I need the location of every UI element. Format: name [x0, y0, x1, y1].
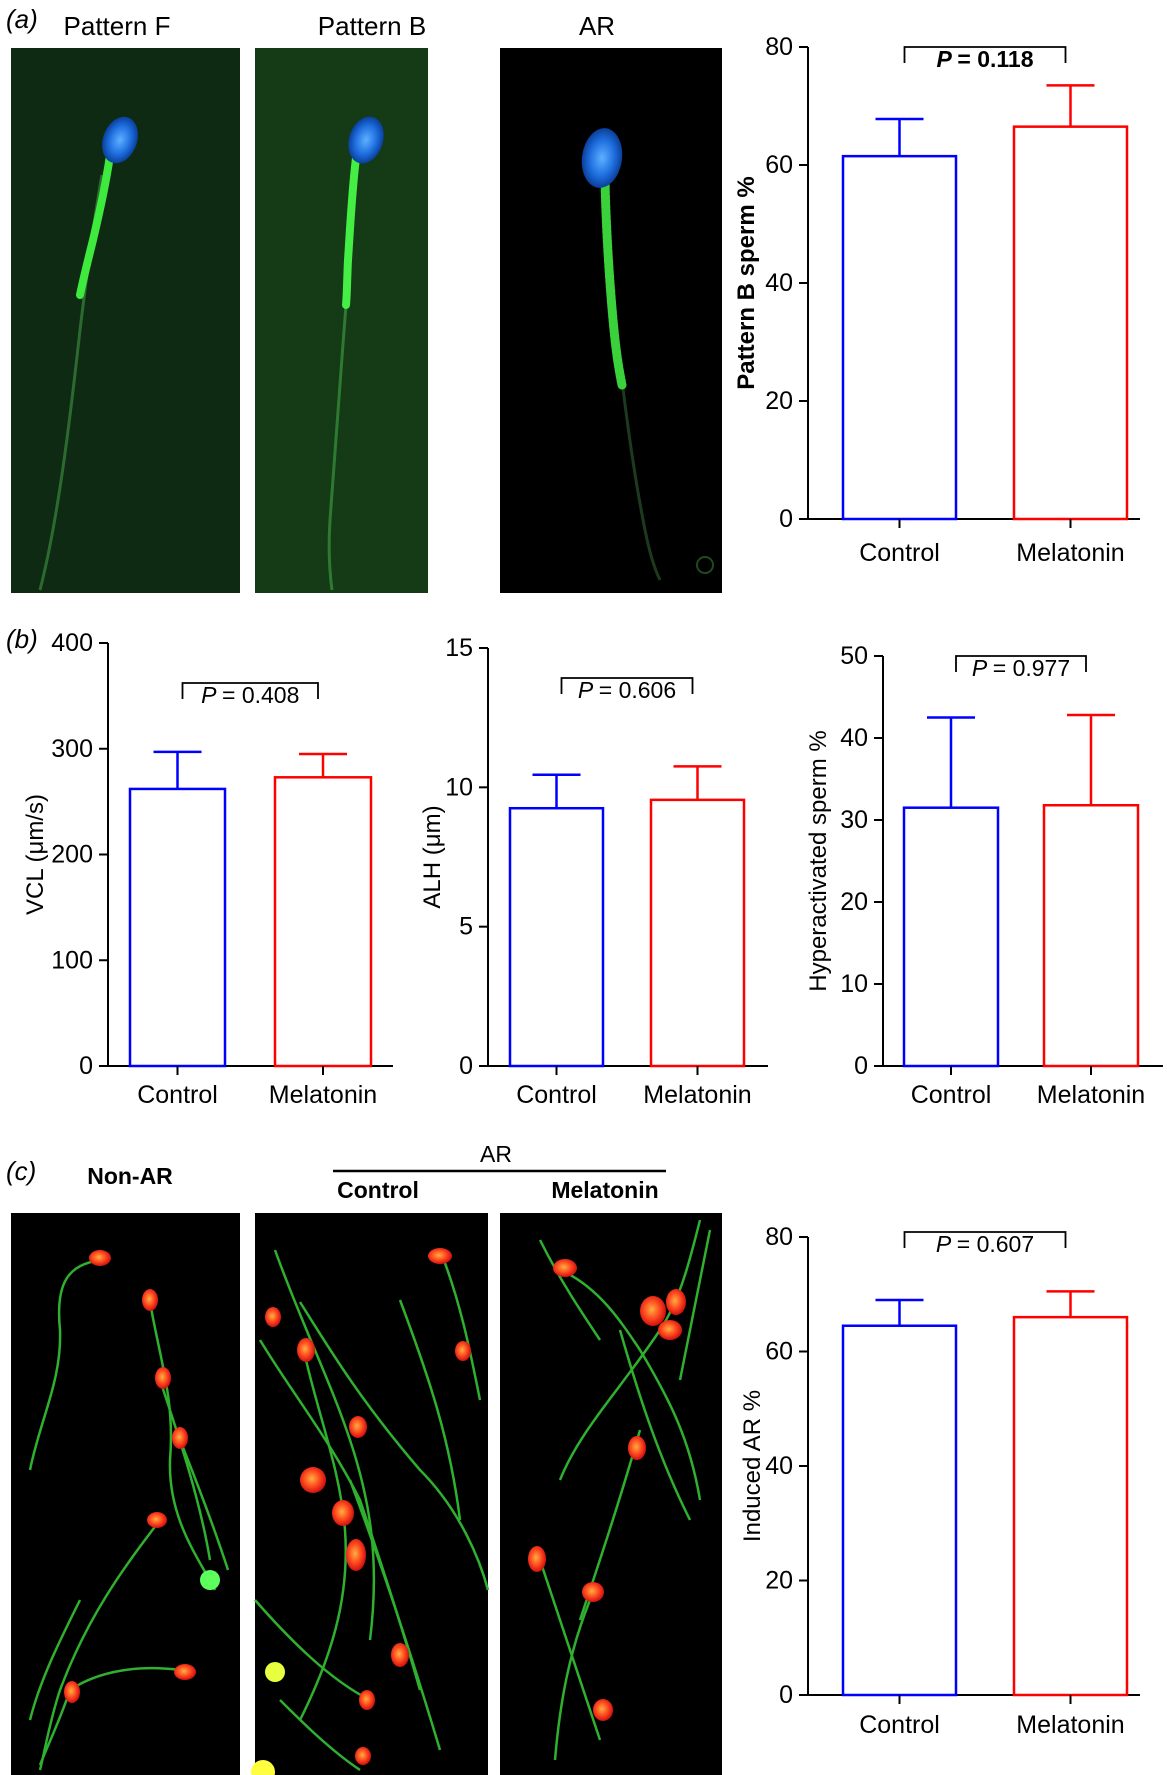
- y-axis-label: ALH (μm): [419, 805, 446, 908]
- y-tick-label: 0: [779, 505, 793, 533]
- y-tick-label: 100: [51, 946, 93, 974]
- y-tick-label: 80: [765, 1223, 793, 1251]
- pattern-b-micrograph: [255, 48, 428, 593]
- y-tick-label: 0: [854, 1052, 868, 1080]
- panel-c-label: (c): [6, 1156, 36, 1186]
- bar-melatonin: [273, 776, 373, 1068]
- y-tick-label: 20: [840, 888, 868, 916]
- bar-melatonin: [649, 798, 746, 1068]
- pattern-f-title: Pattern F: [64, 11, 171, 41]
- x-tick-label: Control: [859, 539, 940, 567]
- x-tick-label: Control: [911, 1081, 992, 1109]
- y-tick-label: 20: [765, 387, 793, 415]
- y-tick-label: 200: [51, 841, 93, 869]
- y-axis-label: Pattern B sperm %: [733, 176, 760, 389]
- x-tick-label: Control: [516, 1081, 597, 1109]
- bar-control: [508, 806, 605, 1068]
- p-value-label: P = 0.408: [201, 682, 299, 708]
- x-tick-label: Control: [137, 1081, 218, 1109]
- y-axis-label: Hyperactivated sperm %: [805, 730, 832, 991]
- y-tick-label: 15: [445, 634, 473, 662]
- y-tick-label: 0: [779, 1681, 793, 1709]
- y-tick-label: 80: [765, 33, 793, 61]
- x-tick-label: Melatonin: [269, 1081, 377, 1109]
- p-value-label: P = 0.606: [578, 677, 676, 703]
- y-tick-label: 0: [79, 1052, 93, 1080]
- y-axis-label: VCL (μm/s): [22, 794, 49, 915]
- y-axis-label: Induced AR %: [739, 1390, 766, 1542]
- p-value-label: P = 0.977: [972, 655, 1070, 681]
- y-tick-label: 60: [765, 151, 793, 179]
- ar-control-micrograph: [251, 1213, 490, 1775]
- y-tick-label: 20: [765, 1567, 793, 1595]
- y-tick-label: 10: [840, 970, 868, 998]
- bar-control: [841, 154, 958, 521]
- y-tick-label: 50: [840, 642, 868, 670]
- non-ar-label: Non-AR: [87, 1163, 173, 1189]
- control-image-label: Control: [337, 1177, 419, 1203]
- y-tick-label: 300: [51, 735, 93, 763]
- non-ar-micrograph: [11, 1213, 240, 1775]
- ar-melatonin-micrograph: [500, 1213, 722, 1775]
- p-value-label: P = 0.607: [936, 1231, 1034, 1257]
- bar-melatonin: [1012, 1315, 1129, 1697]
- pattern-b-title: Pattern B: [318, 11, 426, 41]
- x-tick-label: Melatonin: [1016, 1711, 1124, 1739]
- pattern-f-micrograph: [11, 48, 240, 593]
- chart-induced-ar: 0 20 40 60 80 Induced AR % Control Melatonin P =…: [739, 1223, 1140, 1739]
- melatonin-image-label: Melatonin: [551, 1177, 658, 1203]
- x-tick-label: Melatonin: [643, 1081, 751, 1109]
- y-tick-label: 10: [445, 773, 473, 801]
- ar-title: AR: [579, 11, 615, 41]
- bar-melatonin: [1012, 125, 1129, 521]
- x-tick-label: Control: [859, 1711, 940, 1739]
- ar-micrograph: [500, 48, 722, 593]
- chart-hyperactivated: 0 10 20 30 40 50 Hyperactivated sperm % Control…: [805, 642, 1163, 1109]
- y-tick-label: 40: [840, 724, 868, 752]
- p-value-label: P = 0.118: [937, 46, 1034, 72]
- significance-bracket: [560, 677, 694, 694]
- significance-bracket: [181, 682, 319, 699]
- bar-control: [902, 806, 1000, 1068]
- bar-control: [128, 787, 227, 1068]
- chart-alh: 0 5 10 15 ALH (μm) Control Melatonin P = 0.606: [419, 634, 768, 1109]
- y-tick-label: 30: [840, 806, 868, 834]
- ar-group-label: AR: [480, 1141, 512, 1167]
- y-tick-label: 60: [765, 1338, 793, 1366]
- y-tick-label: 0: [459, 1052, 473, 1080]
- bar-melatonin: [1042, 803, 1140, 1068]
- significance-bracket: [903, 1231, 1067, 1248]
- panel-b-label: (b): [6, 624, 38, 654]
- y-tick-label: 40: [765, 269, 793, 297]
- x-tick-label: Melatonin: [1016, 539, 1124, 567]
- y-tick-label: 400: [51, 629, 93, 657]
- significance-bracket: [955, 655, 1087, 672]
- significance-bracket: [903, 46, 1067, 63]
- chart-pattern-b: 0 20 40 60 80 Pattern B sperm % Control Melaton…: [733, 33, 1140, 567]
- x-tick-label: Melatonin: [1037, 1081, 1145, 1109]
- panel-a-label: (a): [6, 4, 38, 34]
- chart-vcl: 0 100 200 300 400 VCL (μm/s) Control Melatonin P…: [22, 629, 393, 1109]
- bar-control: [841, 1324, 958, 1697]
- y-tick-label: 5: [459, 913, 473, 941]
- y-tick-label: 40: [765, 1452, 793, 1480]
